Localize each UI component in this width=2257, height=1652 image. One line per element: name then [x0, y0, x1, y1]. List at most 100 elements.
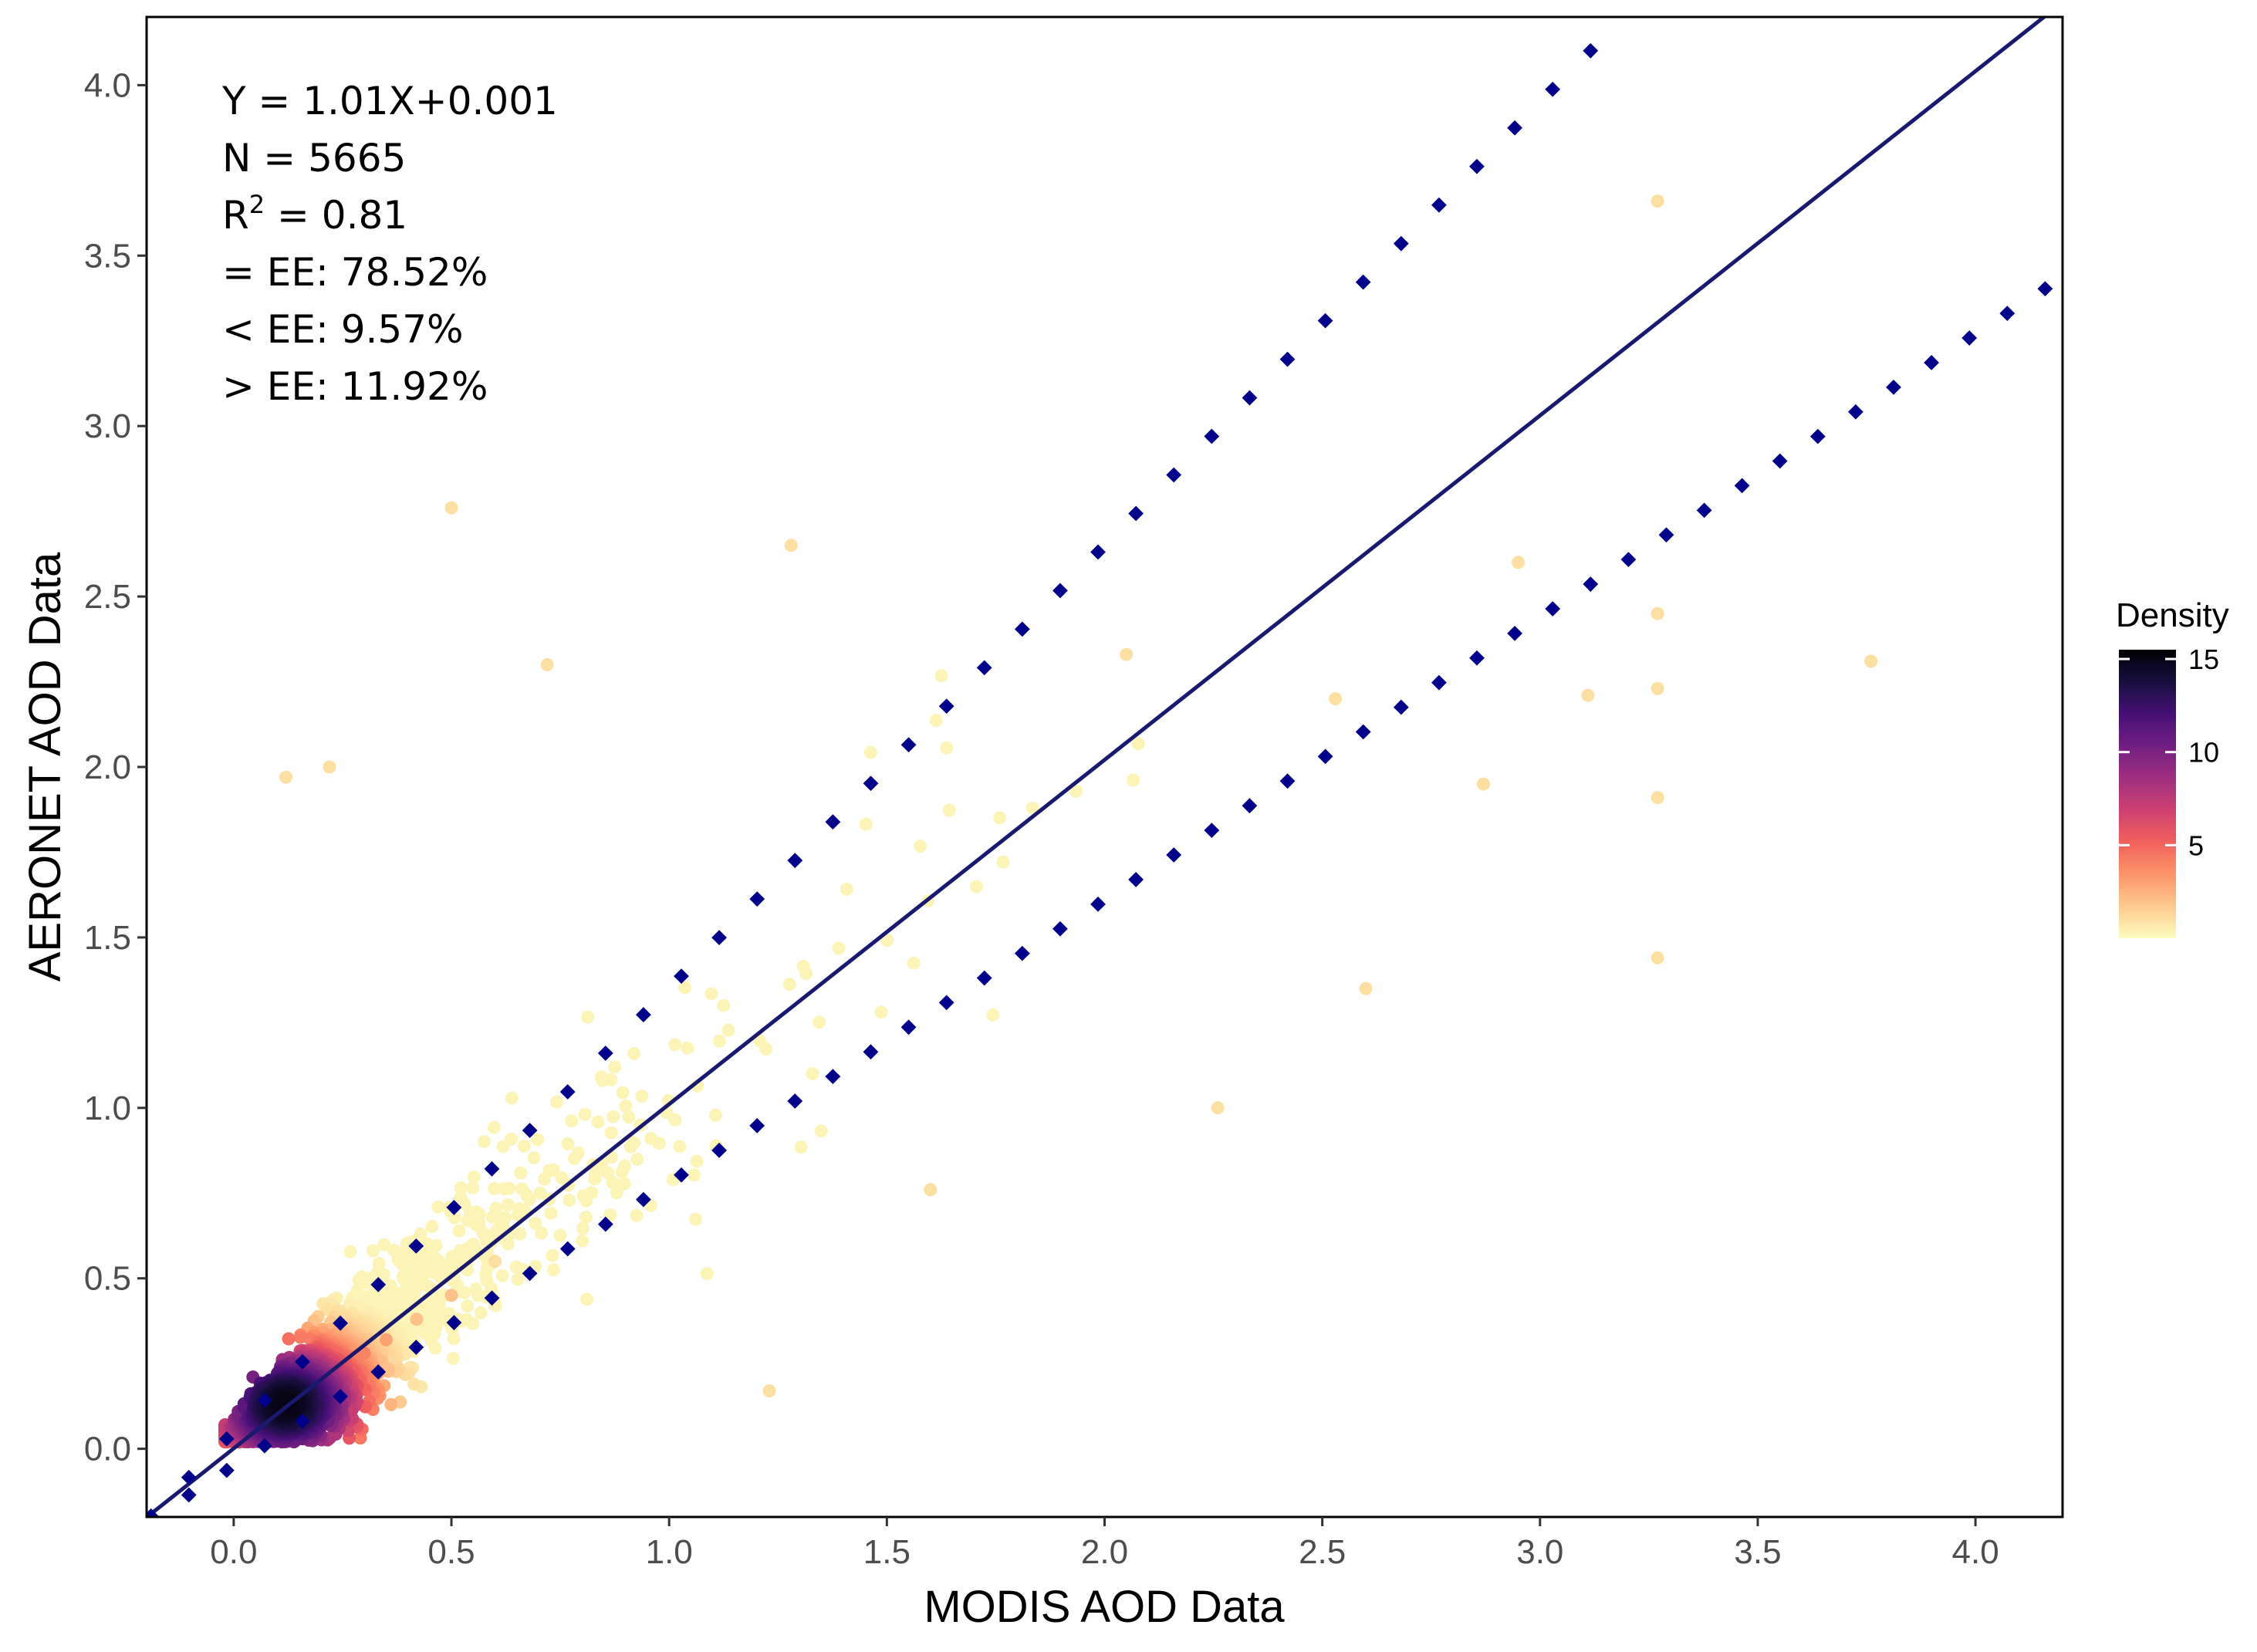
x-axis-title: MODIS AOD Data	[924, 1582, 1285, 1632]
ee-upper-dot	[976, 660, 992, 676]
ee-lower-dot	[674, 1167, 689, 1183]
data-point	[512, 1202, 526, 1216]
data-point	[531, 1133, 545, 1147]
data-point	[571, 1146, 585, 1160]
data-point	[880, 934, 894, 947]
data-point	[782, 978, 796, 992]
data-point	[474, 1306, 488, 1319]
ee-lower-dot	[257, 1437, 272, 1454]
data-point	[1651, 951, 1664, 965]
data-point	[717, 998, 731, 1012]
ee-lower-dot	[295, 1413, 310, 1429]
y-tick-label: 4.0	[84, 66, 131, 104]
data-point	[806, 1067, 819, 1080]
ee-lower-dot	[1696, 502, 1712, 519]
legend-tick-label: 5	[2188, 829, 2204, 861]
ee-upper-dot	[522, 1123, 538, 1138]
ee-upper-dot	[1583, 42, 1599, 59]
data-point	[794, 1140, 808, 1154]
legend-title: Density	[2116, 596, 2229, 634]
data-point	[688, 1168, 701, 1182]
data-point	[458, 1285, 471, 1299]
y-axis-title: AERONET AOD Data	[20, 552, 70, 981]
data-point	[522, 1192, 536, 1206]
data-point	[969, 880, 983, 894]
data-point	[721, 1023, 735, 1037]
density-legend: Density 5 10 15	[2116, 596, 2229, 938]
data-point	[940, 741, 954, 755]
data-point	[929, 714, 943, 728]
ee-lower-dot	[597, 1216, 613, 1232]
data-point	[377, 1268, 390, 1282]
ee-lower-dot	[1469, 650, 1485, 666]
data-point	[581, 1010, 595, 1024]
ee-lower-dot	[1431, 674, 1447, 691]
ee-upper-dot	[408, 1238, 424, 1254]
ee-lower-dot	[218, 1462, 235, 1478]
data-point	[431, 1200, 445, 1214]
legend-tick-label: 10	[2188, 737, 2219, 769]
x-axis: 0.0 0.5 1.0 1.5 2.0 2.5 3.0 3.5 4.0	[210, 1517, 1999, 1571]
data-point	[293, 1330, 307, 1344]
ee-lower-dot	[1999, 306, 2015, 322]
data-point	[622, 1110, 636, 1124]
data-point	[343, 1245, 357, 1258]
data-point	[652, 1137, 666, 1150]
data-point	[471, 1289, 485, 1302]
data-point	[377, 1238, 391, 1252]
data-point	[366, 1244, 380, 1258]
data-point	[428, 1341, 442, 1355]
data-point	[796, 960, 810, 973]
data-point	[494, 1215, 508, 1229]
data-point	[489, 1201, 502, 1215]
data-point	[942, 803, 956, 817]
ee-lower-dot	[1355, 724, 1371, 740]
data-point	[1329, 692, 1343, 706]
data-point	[863, 745, 877, 759]
y-tick-label: 1.0	[84, 1090, 131, 1127]
data-point	[907, 956, 921, 970]
data-point	[461, 1214, 475, 1228]
data-point	[700, 1267, 714, 1281]
data-point	[635, 1090, 649, 1103]
r-squared-superscript: 2	[249, 190, 265, 219]
data-point	[370, 1288, 384, 1302]
ee-lower-dot	[1317, 748, 1333, 765]
y-tick-label: 0.5	[84, 1260, 131, 1298]
data-point	[353, 1273, 367, 1287]
data-point	[576, 1234, 590, 1248]
ee-lower-dot	[900, 1019, 917, 1035]
data-point	[323, 760, 336, 774]
data-point	[402, 1272, 416, 1286]
data-point	[1581, 688, 1595, 702]
ee-upper-dot	[1052, 583, 1068, 599]
data-point	[485, 1282, 498, 1296]
data-point	[914, 840, 927, 853]
data-point	[579, 1210, 593, 1224]
data-point	[606, 1176, 620, 1189]
data-point	[668, 1038, 682, 1052]
data-point	[542, 1164, 556, 1177]
data-point	[690, 1154, 704, 1168]
data-point	[1477, 777, 1490, 791]
data-point	[762, 1384, 776, 1397]
data-point	[619, 1099, 633, 1113]
data-point	[441, 1259, 455, 1273]
x-tick-label: 1.0	[646, 1533, 693, 1571]
data-point	[546, 1248, 559, 1262]
data-point	[425, 1220, 439, 1234]
data-point	[617, 1177, 631, 1191]
data-point	[514, 1166, 528, 1180]
data-point	[488, 1255, 502, 1269]
data-point	[673, 1140, 687, 1154]
data-point	[513, 1227, 527, 1241]
data-point	[461, 1242, 475, 1255]
ee-lower-dot	[1848, 404, 1863, 420]
data-point	[472, 1219, 486, 1232]
data-point	[1120, 647, 1134, 661]
data-point	[282, 1332, 296, 1346]
data-point	[444, 501, 458, 515]
data-point	[410, 1312, 424, 1326]
data-point	[533, 1186, 547, 1200]
data-point	[473, 1208, 487, 1221]
